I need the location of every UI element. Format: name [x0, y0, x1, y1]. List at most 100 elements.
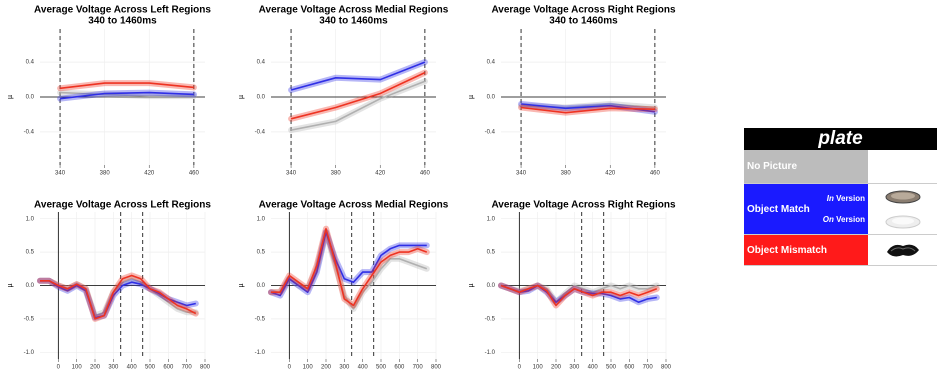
chart-title: Average Voltage Across Medial Regions — [259, 5, 449, 16]
x-tick-label: 400 — [358, 365, 369, 371]
y-tick-label: -0.4 — [255, 129, 266, 135]
y-tick-label: -0.4 — [24, 129, 35, 135]
series-line — [40, 274, 197, 320]
series-line — [60, 91, 194, 97]
x-tick-label: 340 — [286, 171, 297, 177]
y-tick-label: 0.4 — [487, 60, 496, 66]
y-tick-label: 0.0 — [26, 95, 35, 101]
series-line — [521, 106, 655, 114]
legend-image — [868, 150, 937, 183]
series-line — [290, 61, 426, 91]
legend-label: No Picture — [747, 161, 798, 172]
x-tick-label: 100 — [533, 365, 544, 371]
chart-subtitle: 340 to 1460ms — [319, 16, 388, 27]
x-tick-label: 600 — [163, 365, 174, 371]
y-axis-label: µ — [7, 283, 14, 287]
y-tick-label: 0.5 — [487, 250, 496, 256]
x-tick-label: 0 — [57, 365, 61, 371]
x-tick-label: 600 — [624, 365, 635, 371]
series-line — [290, 80, 426, 131]
chart-title: Average Voltage Across Right Regions — [491, 5, 676, 16]
chart-title: Average Voltage Across Left Regions — [34, 200, 211, 211]
x-tick-label: 380 — [331, 171, 342, 177]
legend-title: plate — [744, 128, 937, 150]
legend-row: Object Mismatch — [744, 235, 937, 266]
y-tick-label: -0.5 — [24, 316, 35, 322]
legend-label-cell: Object Match In Version On Version — [744, 184, 868, 234]
x-tick-label: 700 — [182, 365, 193, 371]
y-tick-label: -1.0 — [24, 350, 35, 356]
x-tick-label: 600 — [394, 365, 405, 371]
legend-label: Object Mismatch — [747, 244, 828, 256]
x-tick-label: 700 — [413, 365, 424, 371]
series-line — [500, 284, 658, 307]
y-tick-label: 0.0 — [487, 283, 496, 289]
series-band — [268, 225, 430, 309]
x-tick-label: 800 — [431, 365, 442, 371]
series-band — [268, 229, 430, 299]
legend-label-cell: Object Mismatch — [744, 235, 868, 265]
y-tick-label: -1.0 — [485, 350, 496, 356]
legend-version-emph: In — [826, 194, 834, 203]
y-axis-label: µ — [468, 95, 475, 99]
x-tick-label: 300 — [108, 365, 119, 371]
x-tick-label: 460 — [650, 171, 661, 177]
y-tick-label: 1.0 — [257, 216, 266, 222]
chart-title: Average Voltage Across Left Regions — [34, 5, 211, 16]
x-tick-label: 380 — [100, 171, 111, 177]
y-tick-label: 1.0 — [487, 216, 496, 222]
x-tick-label: 800 — [661, 365, 672, 371]
x-tick-label: 200 — [321, 365, 332, 371]
series-line — [270, 231, 427, 297]
x-tick-label: 800 — [200, 365, 211, 371]
legend-version: On Version — [823, 215, 865, 224]
x-tick-label: 200 — [90, 365, 101, 371]
x-tick-label: 340 — [516, 171, 527, 177]
legend-version-text: Version — [836, 215, 865, 224]
x-tick-label: 700 — [643, 365, 654, 371]
x-tick-label: 100 — [72, 365, 83, 371]
y-tick-label: 0.5 — [26, 250, 35, 256]
x-tick-label: 500 — [145, 365, 156, 371]
chart-subtitle: 340 to 1460ms — [88, 16, 157, 27]
x-tick-label: 380 — [561, 171, 572, 177]
y-tick-label: 0.0 — [487, 95, 496, 101]
y-axis-label: µ — [7, 95, 14, 99]
y-tick-label: 1.0 — [26, 216, 35, 222]
chart-title: Average Voltage Across Right Regions — [491, 200, 676, 211]
chart-title: Average Voltage Across Medial Regions — [259, 200, 449, 211]
plate-icon — [885, 215, 920, 228]
legend-label: Object Match — [747, 203, 810, 215]
y-tick-label: -0.4 — [485, 129, 496, 135]
x-tick-label: 0 — [288, 365, 292, 371]
x-tick-label: 420 — [375, 171, 386, 177]
x-tick-label: 400 — [127, 365, 138, 371]
x-tick-label: 300 — [569, 365, 580, 371]
legend-version-emph: On — [822, 215, 834, 224]
legend-row: No Picture — [744, 150, 937, 184]
x-tick-label: 420 — [605, 171, 616, 177]
x-tick-label: 500 — [606, 365, 617, 371]
legend-label-cell: No Picture — [744, 150, 868, 183]
chart-subtitle: 340 to 1460ms — [549, 16, 618, 27]
y-tick-label: 0.4 — [26, 60, 35, 66]
x-tick-label: 460 — [189, 171, 200, 177]
plate-icon — [886, 244, 919, 257]
x-tick-label: 400 — [588, 365, 599, 371]
y-tick-label: -1.0 — [255, 350, 266, 356]
legend-version-text: Version — [836, 194, 865, 203]
x-tick-label: 200 — [551, 365, 562, 371]
y-tick-label: 0.0 — [257, 283, 266, 289]
y-axis-label: µ — [468, 283, 475, 287]
legend-version: In Version — [827, 194, 865, 203]
legend-row: Object Match In Version On Version — [744, 184, 937, 235]
x-tick-label: 420 — [144, 171, 155, 177]
x-tick-label: 340 — [55, 171, 66, 177]
series-line — [271, 227, 428, 307]
x-tick-label: 460 — [420, 171, 431, 177]
x-tick-label: 0 — [518, 365, 522, 371]
legend: plate No Picture Object Match In Version… — [744, 128, 937, 266]
series-line — [60, 91, 194, 100]
